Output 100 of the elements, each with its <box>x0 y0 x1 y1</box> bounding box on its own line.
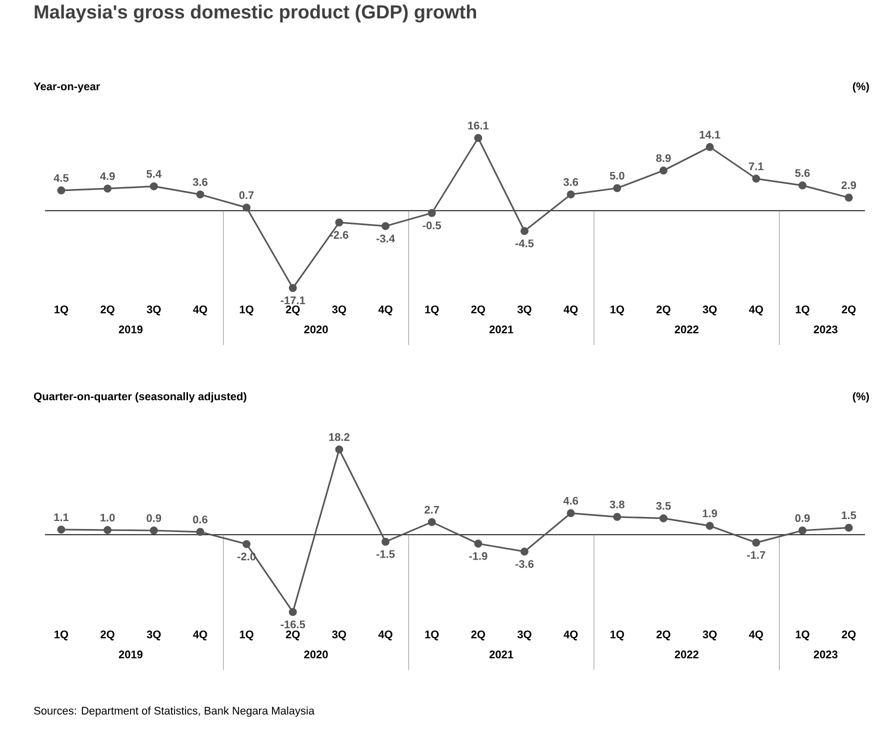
point <box>706 143 714 152</box>
point <box>57 186 66 194</box>
x-tick-label: 1Q <box>796 630 810 640</box>
point <box>242 540 251 548</box>
x-tick-label: 2Q <box>100 630 114 640</box>
data-label: 4.5 <box>54 174 69 182</box>
point <box>659 514 668 522</box>
data-label: 1.9 <box>702 510 718 518</box>
x-tick-label: 4Q <box>193 630 208 640</box>
point <box>752 174 760 183</box>
data-label: 0.6 <box>192 516 208 524</box>
data-label: 3.6 <box>192 178 208 186</box>
point <box>196 190 204 198</box>
data-label: 3.5 <box>656 502 671 510</box>
text: 2023 <box>814 650 838 658</box>
x-tick-label: 4Q <box>193 306 208 316</box>
x-tick-label: 2Q <box>286 630 300 640</box>
point <box>520 548 528 556</box>
point <box>288 284 297 292</box>
x-tick-label: 4Q <box>564 306 578 316</box>
source-note: Sources: Department of Statistics, Bank Negara Malaysia <box>34 706 315 717</box>
data-label: -1.9 <box>469 552 488 560</box>
x-tick-label: 2Q <box>656 630 670 640</box>
text: 2022 <box>674 650 698 658</box>
point <box>196 528 204 536</box>
x-tick-label: 2Q <box>471 306 486 316</box>
text: 2019 <box>118 650 143 658</box>
data-label: 4.6 <box>563 496 578 505</box>
point <box>798 526 806 534</box>
point <box>104 184 112 193</box>
point <box>428 518 436 526</box>
data-label: -2.6 <box>330 231 348 239</box>
x-tick-label: 2Q <box>842 630 856 640</box>
x-tick-label: 4Q <box>564 630 578 640</box>
point <box>844 194 853 202</box>
x-tick-label: 3Q <box>146 630 161 640</box>
data-label: 5.6 <box>795 169 810 177</box>
point <box>382 538 390 546</box>
x-tick-label: 3Q <box>517 630 532 640</box>
x-tick-label: 1Q <box>796 306 810 316</box>
point <box>474 134 482 142</box>
x-tick-label: 1Q <box>610 630 624 640</box>
data-label: 14.1 <box>700 130 720 138</box>
x-tick-label: 3Q <box>702 630 717 640</box>
x-tick-label: 3Q <box>332 306 346 316</box>
data-label: 1.0 <box>100 514 115 522</box>
data-label: 3.8 <box>610 500 624 508</box>
data-label: 2.9 <box>842 181 856 190</box>
point <box>288 608 297 616</box>
point <box>798 181 806 190</box>
data-label: -4.5 <box>515 240 534 248</box>
text: 2021 <box>489 650 514 658</box>
data-label: 8.9 <box>656 154 671 162</box>
point <box>706 522 714 530</box>
text: 2023 <box>814 326 838 334</box>
point <box>242 204 251 212</box>
data-label: 2.7 <box>424 506 439 514</box>
x-tick-label: 1Q <box>54 306 68 316</box>
x-tick-label: 2Q <box>286 306 300 316</box>
data-label: 0.7 <box>239 191 254 200</box>
point <box>613 512 622 521</box>
data-label: 3.6 <box>563 178 578 186</box>
text: 2021 <box>489 326 514 334</box>
data-label: 0.9 <box>795 514 810 522</box>
data-label: 4.9 <box>100 172 115 180</box>
data-label: -0.5 <box>422 222 442 230</box>
data-label: 18.2 <box>329 433 350 441</box>
data-label: -3.4 <box>376 234 395 242</box>
x-tick-label: 2Q <box>656 306 670 316</box>
data-label: 16.1 <box>468 122 489 130</box>
x-tick-label: 2Q <box>471 630 486 640</box>
data-label: -17.1 <box>280 296 306 304</box>
point <box>613 184 622 192</box>
point <box>844 524 853 532</box>
x-tick-label: 3Q <box>332 630 346 640</box>
data-label: -1.5 <box>376 550 395 558</box>
text: 2020 <box>304 650 328 658</box>
x-tick-label: 1Q <box>240 630 254 640</box>
x-tick-label: 2Q <box>842 306 856 316</box>
text: 2019 <box>118 326 143 334</box>
x-tick-label: 4Q <box>378 306 392 316</box>
x-tick-label: 2Q <box>100 306 114 316</box>
data-label: 0.9 <box>146 514 162 522</box>
x-tick-label: 4Q <box>748 630 764 640</box>
chart-title: Malaysia's gross domestic product (GDP) growth <box>34 4 476 22</box>
point <box>335 445 344 454</box>
x-tick-label: 1Q <box>425 306 439 316</box>
x-tick-label: 1Q <box>240 306 254 316</box>
point <box>150 182 158 190</box>
point <box>566 509 575 518</box>
data-label: -1.7 <box>747 551 766 559</box>
point <box>659 166 668 175</box>
point <box>752 538 760 547</box>
y-axis-title: (%) <box>852 82 869 92</box>
point <box>566 190 575 198</box>
data-label: -16.5 <box>280 620 306 628</box>
y-axis-title: (%) <box>852 392 869 402</box>
text: 2020 <box>304 326 328 334</box>
x-tick-label: 3Q <box>146 306 161 316</box>
x-tick-label: 4Q <box>378 630 392 640</box>
